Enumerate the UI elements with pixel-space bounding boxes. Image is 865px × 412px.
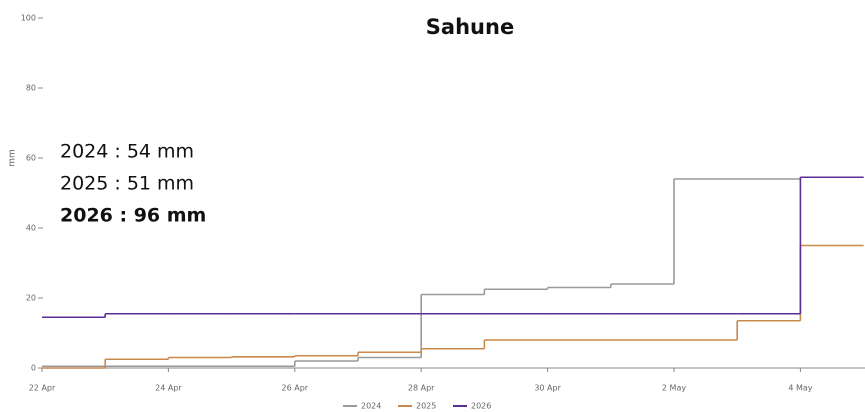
legend-label: 2024 <box>361 402 381 411</box>
chart-title: Sahune <box>426 15 514 39</box>
y-axis-label: mm <box>8 149 18 167</box>
x-tick-label: 22 Apr <box>29 384 56 393</box>
x-tick-label: 30 Apr <box>534 384 561 393</box>
x-tick-label: 28 Apr <box>408 384 435 393</box>
x-tick-label: 24 Apr <box>155 384 182 393</box>
x-tick-label: 2 May <box>662 384 686 393</box>
legend-label: 2025 <box>416 402 436 411</box>
x-tick-label: 4 May <box>788 384 812 393</box>
y-tick-label: 20 <box>26 294 36 303</box>
annotation: 2026 : 96 mm <box>60 205 206 227</box>
x-tick-label: 26 Apr <box>282 384 309 393</box>
y-tick-label: 60 <box>26 154 36 163</box>
legend-label: 2026 <box>471 402 491 411</box>
y-tick-label: 0 <box>31 364 36 373</box>
y-tick-label: 80 <box>26 84 36 93</box>
y-tick-label: 100 <box>21 14 36 23</box>
y-tick-label: 40 <box>26 224 36 233</box>
annotation: 2025 : 51 mm <box>60 173 194 195</box>
annotation: 2024 : 54 mm <box>60 141 194 163</box>
